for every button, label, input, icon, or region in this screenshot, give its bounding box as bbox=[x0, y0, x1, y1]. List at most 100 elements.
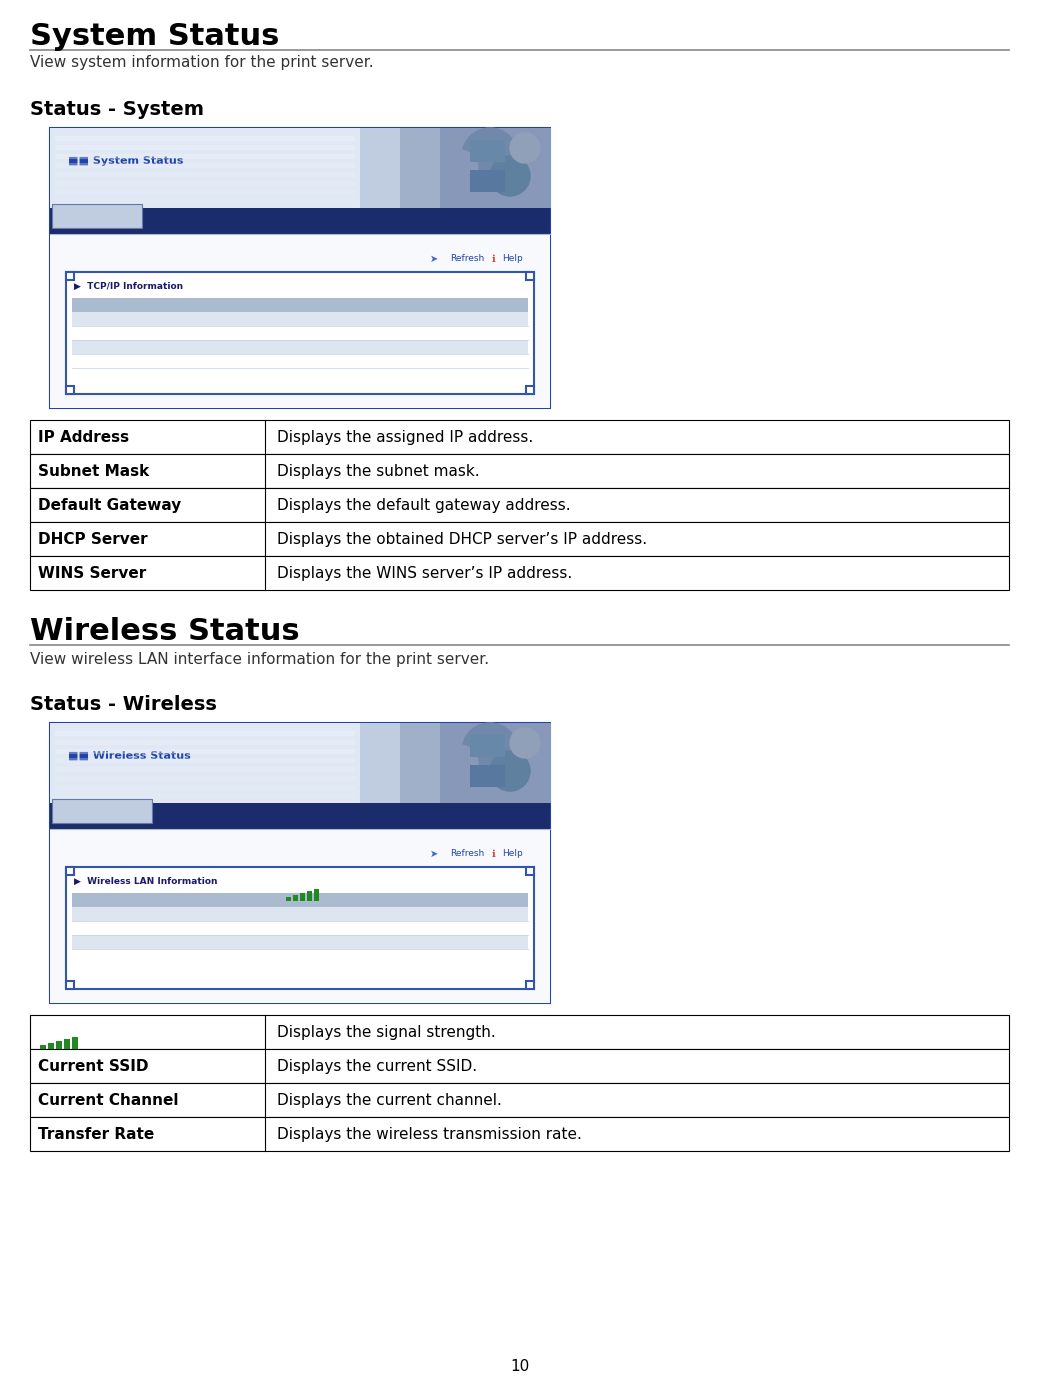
Text: 169.254.4.40: 169.254.4.40 bbox=[328, 314, 381, 324]
Text: Refresh: Refresh bbox=[450, 850, 484, 858]
Text: Refresh: Refresh bbox=[450, 253, 484, 263]
Bar bbox=[64, 1040, 70, 1049]
Text: Status: Status bbox=[328, 300, 354, 308]
Bar bbox=[400, 128, 551, 208]
Text: 144 Mb/s: 144 Mb/s bbox=[328, 936, 365, 946]
Circle shape bbox=[490, 750, 530, 790]
Text: Displays the current SSID.: Displays the current SSID. bbox=[277, 1059, 477, 1074]
Bar bbox=[55, 136, 355, 140]
Text: Wireless Status: Wireless Status bbox=[30, 617, 299, 646]
Text: Subnet Mask: Subnet Mask bbox=[38, 464, 150, 479]
Circle shape bbox=[510, 728, 540, 757]
Text: ▶  Wireless LAN Information: ▶ Wireless LAN Information bbox=[74, 877, 217, 885]
Bar bbox=[30, 1082, 1009, 1117]
Bar bbox=[50, 128, 375, 208]
Text: Default Gateway: Default Gateway bbox=[78, 341, 145, 351]
Bar bbox=[470, 766, 505, 788]
Text: Displays the wireless transmission rate.: Displays the wireless transmission rate. bbox=[277, 1126, 582, 1142]
Bar bbox=[526, 386, 534, 394]
Text: Status: Status bbox=[328, 895, 354, 903]
Bar bbox=[66, 273, 534, 394]
Text: Displays the subnet mask.: Displays the subnet mask. bbox=[277, 464, 480, 479]
Text: Displays the current channel.: Displays the current channel. bbox=[277, 1093, 502, 1108]
Text: Status - System: Status - System bbox=[30, 101, 204, 118]
Text: ➤: ➤ bbox=[430, 253, 438, 264]
Bar bbox=[359, 723, 551, 803]
Text: DHCP Server: DHCP Server bbox=[38, 532, 148, 547]
Text: WINS Server: WINS Server bbox=[78, 357, 128, 365]
Bar bbox=[50, 803, 550, 829]
Bar bbox=[526, 980, 534, 989]
Text: Current Channel: Current Channel bbox=[78, 923, 143, 932]
Text: Transfer Rate: Transfer Rate bbox=[78, 936, 131, 946]
Text: ■■ Wireless Status: ■■ Wireless Status bbox=[68, 750, 191, 761]
Bar bbox=[72, 313, 528, 326]
Bar bbox=[30, 420, 1009, 454]
Text: Name: Name bbox=[78, 895, 103, 903]
Bar bbox=[55, 767, 355, 772]
Circle shape bbox=[462, 128, 518, 185]
Text: Default Gateway: Default Gateway bbox=[38, 498, 181, 514]
Bar bbox=[55, 731, 355, 735]
Bar bbox=[50, 234, 550, 408]
Bar bbox=[286, 896, 291, 901]
Text: ℹ: ℹ bbox=[492, 253, 496, 264]
Bar bbox=[48, 1042, 54, 1049]
Text: Subnet Mask: Subnet Mask bbox=[78, 328, 130, 337]
Text: Help: Help bbox=[502, 253, 523, 263]
Bar bbox=[50, 128, 550, 408]
Bar bbox=[300, 894, 305, 901]
Bar bbox=[293, 895, 298, 901]
Bar bbox=[55, 190, 355, 196]
Circle shape bbox=[442, 150, 478, 186]
Bar bbox=[50, 723, 550, 1002]
Text: IP Address: IP Address bbox=[78, 314, 119, 324]
Text: Displays the WINS server’s IP address.: Displays the WINS server’s IP address. bbox=[277, 566, 572, 581]
Bar bbox=[50, 829, 550, 1002]
Bar bbox=[55, 154, 355, 158]
Text: WINS Server: WINS Server bbox=[38, 566, 146, 581]
Bar bbox=[470, 735, 505, 757]
Circle shape bbox=[510, 134, 540, 162]
Text: 10: 10 bbox=[510, 1359, 529, 1374]
Bar bbox=[55, 749, 355, 755]
Text: ▶  TCP/IP Information: ▶ TCP/IP Information bbox=[74, 282, 183, 291]
Bar bbox=[439, 128, 551, 208]
Circle shape bbox=[442, 745, 478, 781]
Circle shape bbox=[490, 156, 530, 196]
Text: ➤: ➤ bbox=[430, 850, 438, 859]
Bar bbox=[314, 890, 319, 901]
Bar bbox=[55, 785, 355, 790]
Circle shape bbox=[462, 723, 518, 779]
Bar bbox=[55, 162, 355, 168]
Bar bbox=[72, 354, 528, 368]
Bar bbox=[55, 180, 355, 186]
Bar bbox=[30, 1117, 1009, 1151]
Bar bbox=[359, 128, 551, 208]
Text: View system information for the print server.: View system information for the print se… bbox=[30, 55, 374, 70]
Text: Displays the default gateway address.: Displays the default gateway address. bbox=[277, 498, 570, 514]
Bar bbox=[55, 145, 355, 150]
Text: Help: Help bbox=[502, 850, 523, 858]
Text: 255.255.0.0: 255.255.0.0 bbox=[328, 328, 376, 337]
Bar bbox=[30, 1015, 1009, 1049]
Bar bbox=[30, 487, 1009, 522]
Bar bbox=[526, 273, 534, 280]
Text: Current SSID: Current SSID bbox=[78, 909, 130, 918]
Bar bbox=[30, 1049, 1009, 1082]
Bar bbox=[526, 868, 534, 874]
Bar bbox=[55, 777, 355, 781]
Bar bbox=[66, 868, 534, 989]
Bar bbox=[72, 935, 528, 949]
Bar bbox=[55, 795, 355, 799]
Bar bbox=[55, 200, 355, 204]
Bar bbox=[307, 891, 312, 901]
Bar bbox=[30, 556, 1009, 589]
Text: 3 ch.: 3 ch. bbox=[328, 923, 347, 932]
Text: Current Channel: Current Channel bbox=[38, 1093, 179, 1108]
Text: Current SSID: Current SSID bbox=[38, 1059, 149, 1074]
Bar bbox=[52, 204, 142, 229]
Bar bbox=[30, 454, 1009, 487]
Bar bbox=[470, 169, 505, 191]
Text: Status - Wireless: Status - Wireless bbox=[30, 695, 217, 715]
